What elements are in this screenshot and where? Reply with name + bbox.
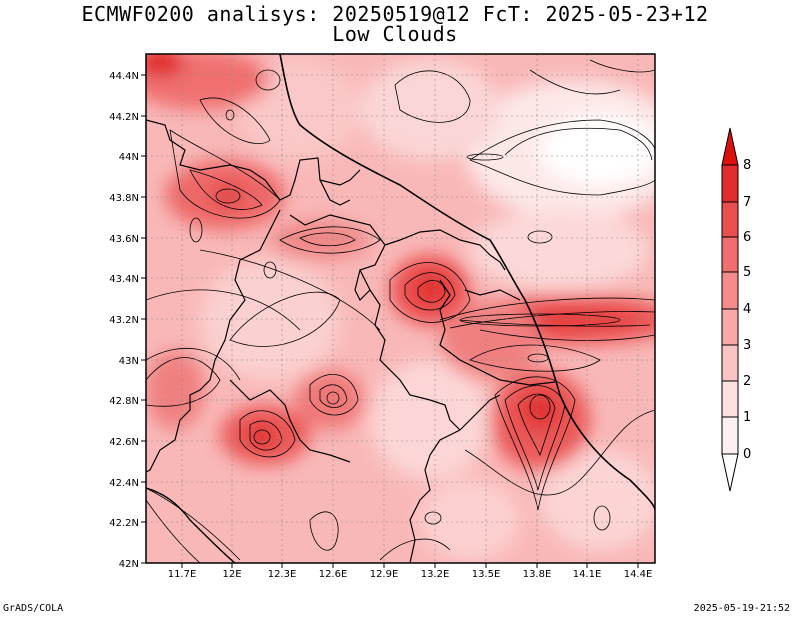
footer-timestamp: 2025-05-19-21:52 [693,603,790,614]
map-title: ECMWF0200 analisys: 20250519@12 FcT: 202… [81,2,709,26]
x-tick-label: 12.9E [370,569,399,580]
x-tick-label: 13.2E [421,569,450,580]
x-tick-label: 12.3E [268,569,297,580]
colorbar-label: 7 [743,195,751,210]
y-tick-label: 42.8N [109,396,139,407]
y-tick-label: 43N [119,356,139,367]
x-tick-label: 13.8E [523,569,552,580]
colorbar-label: 3 [743,338,751,353]
colorbar-label: 0 [743,447,751,462]
y-tick-label: 43.8N [109,193,139,204]
y-tick-label: 43.2N [109,315,139,326]
cloud-field [146,54,655,563]
colorbar-swatch [721,344,739,382]
colorbar-swatch [721,271,739,310]
plot-frame [145,53,656,564]
colorbar-label: 2 [743,374,751,389]
x-tick-label: 12.6E [319,569,348,580]
colorbar-swatch [721,308,739,346]
colorbar-label: 4 [743,302,751,317]
footer-credit: GrADS/COLA [3,603,64,614]
x-tick-label: 11.7E [168,569,197,580]
x-tick-label: 14.1E [573,569,602,580]
y-tick-label: 44.2N [109,112,139,123]
coastline [279,54,655,511]
colorbar-swatch [721,416,739,455]
y-tick-label: 43.6N [109,234,139,245]
x-tick-label: 13.5E [472,569,501,580]
y-tick-label: 43.4N [109,274,139,285]
y-tick-label: 44.4N [109,71,139,82]
colorbar-label: 8 [743,158,751,173]
x-tick-label: 14.4E [624,569,653,580]
colorbar-swatch [721,236,739,273]
colorbar-swatch [721,380,739,418]
y-tick-label: 42N [119,559,139,570]
colorbar-top-arrow [721,127,739,166]
colorbar-swatch [721,164,739,203]
colorbar-swatch [721,201,739,238]
map-subtitle: Low Clouds [332,22,458,46]
colorbar-label: 1 [743,410,751,425]
y-tick-label: 42.2N [109,518,139,529]
y-tick-label: 42.6N [109,437,139,448]
colorbar-label: 5 [743,265,751,280]
colorbar-bottom-arrow [721,453,739,492]
y-tick-label: 44N [119,152,139,163]
y-tick-label: 42.4N [109,478,139,489]
colorbar: 8 7 6 5 4 3 2 1 0 [721,127,751,492]
colorbar-label: 6 [743,230,751,245]
x-tick-label: 12E [222,569,241,580]
